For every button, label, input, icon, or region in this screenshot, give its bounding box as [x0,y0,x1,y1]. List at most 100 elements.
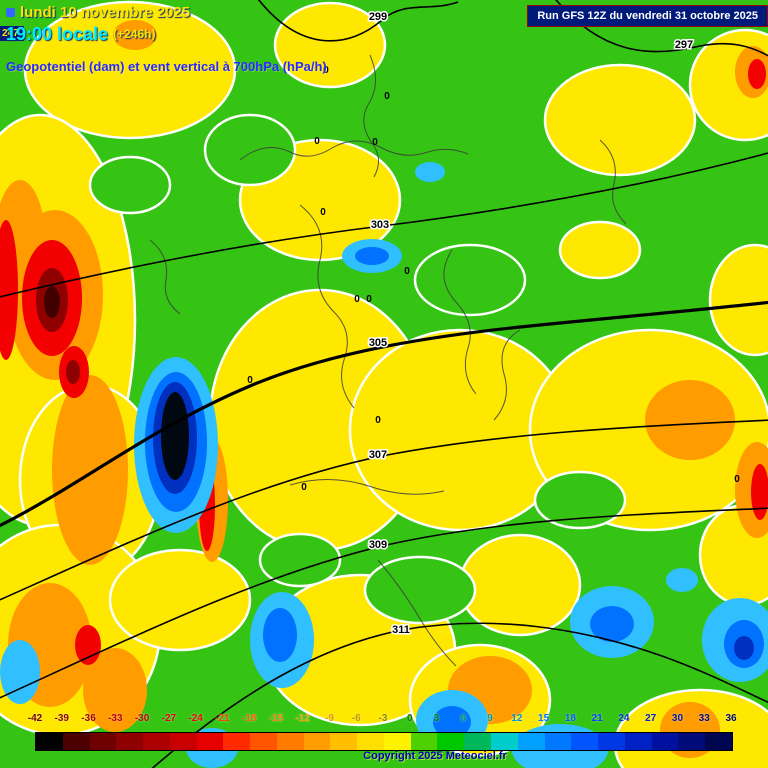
contour-label: 307 [369,449,387,461]
colorbar-cell [89,733,117,750]
contour-label: 303 [371,219,389,231]
zero-label: 0 [354,294,360,305]
colorbar-cell [705,733,732,750]
colorbar-tick: -42 [27,713,43,724]
colorbar-tick: -21 [215,713,230,724]
colorbar-cell [624,733,652,750]
variable-title: Geopotentiel (dam) et vent vertical à 70… [6,59,327,74]
contour-label: 305 [369,337,387,349]
zero-label: 0 [366,294,372,305]
colorbar-tick: -39 [54,713,69,724]
contour-309 [0,507,768,699]
contour-label: 299 [369,11,387,23]
colorbar-tick: -36 [81,713,96,724]
geopotential-contour-labels: 299 297 303 305 307 309 311 [367,10,694,638]
contour-label: 309 [369,539,387,551]
forecast-offset: (+246h) [113,27,156,41]
colorbar-tick: -9 [325,713,334,724]
run-info-box: Run GFS 12Z du vendredi 31 octobre 2025 [527,5,768,27]
site-bullet-icon [6,8,15,17]
colorbar-tick: 33 [698,713,710,724]
contour-299 [258,0,459,42]
colorbar-tick: 15 [538,713,550,724]
contour-303 [0,152,768,298]
colorbar-cell [678,733,706,750]
colorbar-cell [517,733,545,750]
zero-label: 0 [323,65,329,76]
colorbar-cell [276,733,304,750]
colorbar-cell [250,733,277,750]
colorbar-tick: -12 [295,713,310,724]
colorbar-tick: -3 [378,713,388,724]
colorbar-tick: -27 [161,713,177,724]
copyright-text: Copyright 2025 Meteociel.fr [363,750,507,762]
colorbar-tick: 6 [460,713,467,724]
contour-label: 297 [675,39,693,51]
zero-label: 0 [734,474,740,485]
colorbar-tick: 3 [433,713,440,724]
map-header: lundi 10 novembre 2025 19:00 locale (+24… [6,4,327,74]
colorbar-cell [651,733,679,750]
colorbar-tick: 36 [725,713,737,724]
zero-label: 0 [404,266,410,277]
colorbar-tick: 0 [406,713,413,724]
colorbar [35,732,733,751]
colorbar-cell [169,733,197,750]
forecast-date: lundi 10 novembre 2025 [20,4,191,21]
colorbar-cell [330,733,358,750]
colorbar-tick: -15 [268,713,284,724]
contour-311 [151,622,768,768]
colorbar-cell [383,733,411,750]
contour-label: 311 [392,624,410,636]
colorbar-cell [223,733,251,750]
colorbar-cell [410,733,438,750]
zero-label: 0 [320,207,326,218]
zero-label: 0 [301,482,307,493]
colorbar-ticks: -42 -39 -36 -33 -30 -27 -24 -21 -18 -15 -12 -9 -6 -3 0… [0,713,768,727]
colorbar-cell [571,733,599,750]
colorbar-cell [143,733,170,750]
zero-label: 0 [375,415,381,426]
colorbar-tick: -30 [134,713,150,724]
colorbar-tick: 12 [511,713,523,724]
colorbar-cell [357,733,384,750]
colorbar-tick: 21 [591,713,603,724]
colorbar-tick: -24 [188,713,203,724]
colorbar-tick: 30 [671,713,684,724]
forecast-time-line: 19:00 locale (+246h) [6,24,327,45]
colorbar-tick: 9 [487,713,493,724]
colorbar-cell [464,733,492,750]
coastline-borders [149,54,627,667]
colorbar-cell [598,733,625,750]
zero-label: 0 [247,375,253,386]
colorbar-tick: -18 [241,713,257,724]
zero-label: 0 [314,136,320,147]
contour-297 [555,0,768,57]
zero-label: 0 [372,137,378,148]
forecast-date-line: lundi 10 novembre 2025 [6,4,327,21]
colorbar-cell [36,733,63,750]
contour-307 [0,419,768,601]
zero-label: 0 [384,91,390,102]
colorbar-cell [491,733,518,750]
colorbar-cell [196,733,224,750]
colorbar-cell [116,733,144,750]
forecast-time: 19:00 locale [6,24,109,44]
colorbar-cell [62,733,90,750]
corner-tag: 247 [0,26,24,41]
colorbar-tick: -6 [351,713,361,724]
colorbar-tick: -33 [108,713,123,724]
colorbar-cell [303,733,331,750]
colorbar-tick: 24 [618,713,630,724]
colorbar-cell [437,733,465,750]
cool-regions [0,162,768,768]
colorbar-cell [544,733,572,750]
colorbar-tick: 18 [564,713,576,724]
colorbar-tick: 27 [645,713,657,724]
contour-305 [0,300,768,528]
green-patches [88,113,627,625]
